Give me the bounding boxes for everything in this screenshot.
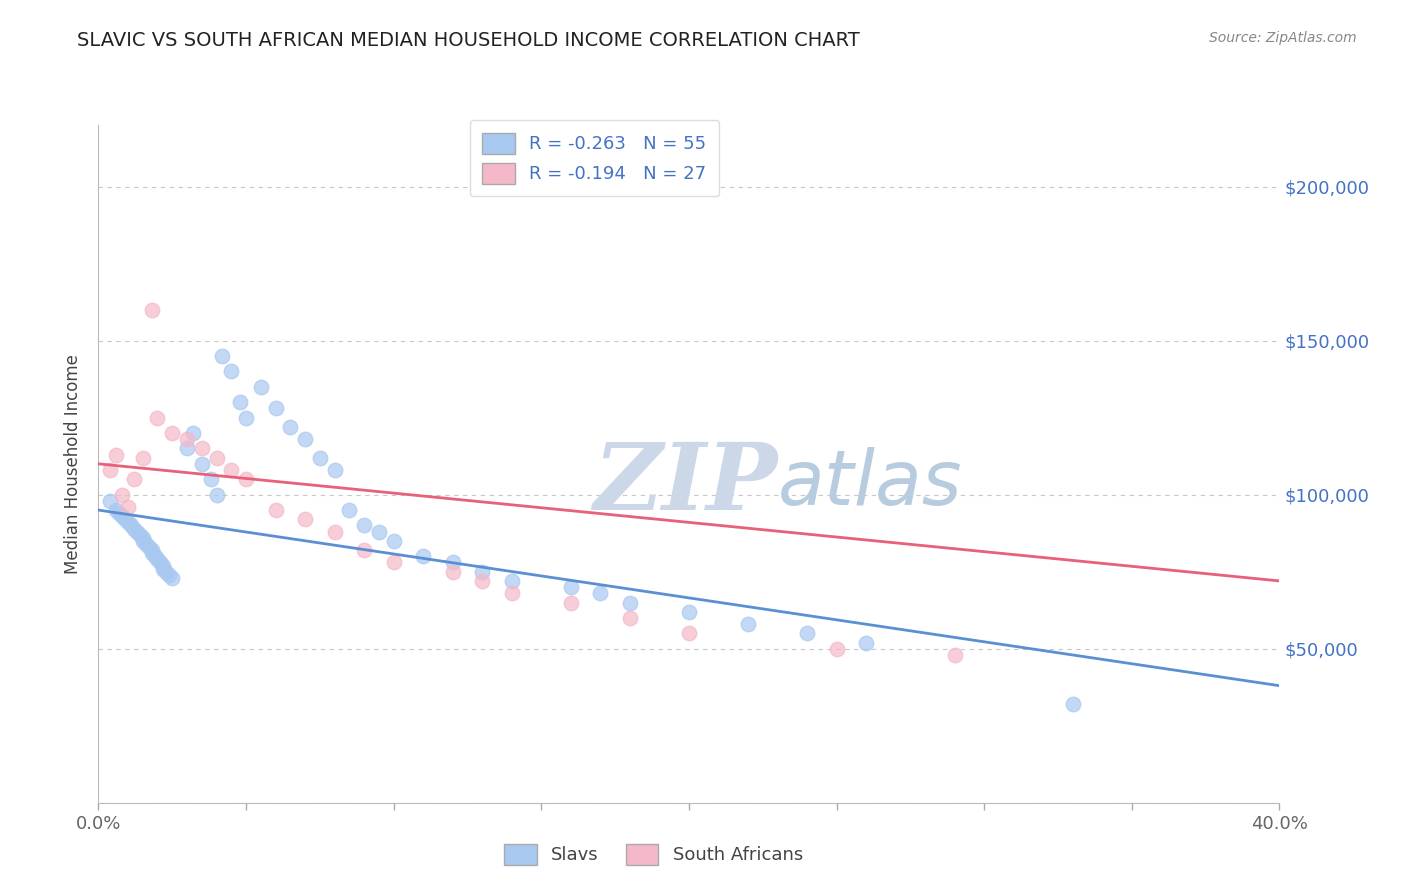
Point: [191, 457, 214, 471]
Text: SLAVIC VS SOUTH AFRICAN MEDIAN HOUSEHOLD INCOME CORRELATION CHART: SLAVIC VS SOUTH AFRICAN MEDIAN HOUSEHOLD…: [77, 31, 860, 50]
Point: [323, 524, 346, 539]
Point: [412, 549, 434, 564]
Point: [825, 641, 848, 656]
Text: ZIP: ZIP: [593, 439, 778, 529]
Point: [678, 605, 700, 619]
Point: [117, 500, 139, 514]
Point: [441, 556, 464, 570]
Point: [111, 488, 134, 502]
Point: [294, 512, 316, 526]
Point: [162, 425, 183, 440]
Point: [560, 580, 582, 594]
Point: [141, 543, 163, 558]
Point: [368, 524, 391, 539]
Point: [200, 472, 222, 486]
Text: atlas: atlas: [778, 447, 962, 521]
Point: [855, 635, 877, 649]
Point: [353, 543, 375, 558]
Point: [162, 571, 183, 585]
Point: [235, 410, 257, 425]
Point: [114, 512, 136, 526]
Point: [294, 432, 316, 446]
Point: [250, 380, 273, 394]
Point: [152, 558, 174, 573]
Point: [141, 302, 163, 317]
Point: [382, 556, 405, 570]
Point: [152, 561, 174, 575]
Point: [135, 537, 157, 551]
Point: [737, 617, 759, 632]
Point: [619, 595, 641, 609]
Point: [146, 552, 169, 566]
Legend: Slavs, South Africans: Slavs, South Africans: [496, 837, 810, 871]
Point: [122, 472, 145, 486]
Point: [943, 648, 966, 662]
Point: [157, 567, 180, 582]
Point: [619, 611, 641, 625]
Point: [501, 574, 523, 588]
Point: [105, 503, 128, 517]
Y-axis label: Median Household Income: Median Household Income: [65, 354, 83, 574]
Point: [560, 595, 582, 609]
Point: [117, 516, 139, 530]
Point: [339, 503, 360, 517]
Point: [205, 450, 228, 465]
Point: [125, 524, 148, 539]
Point: [678, 626, 700, 640]
Point: [219, 463, 242, 477]
Point: [501, 586, 523, 600]
Point: [128, 527, 150, 541]
Point: [149, 556, 172, 570]
Point: [141, 546, 163, 560]
Point: [111, 509, 134, 524]
Text: Source: ZipAtlas.com: Source: ZipAtlas.com: [1209, 31, 1357, 45]
Point: [181, 425, 204, 440]
Point: [264, 503, 287, 517]
Point: [219, 364, 242, 378]
Point: [120, 518, 142, 533]
Point: [211, 349, 233, 363]
Point: [105, 448, 128, 462]
Point: [382, 533, 405, 548]
Point: [108, 506, 131, 520]
Point: [471, 565, 494, 579]
Point: [191, 442, 214, 456]
Point: [235, 472, 257, 486]
Point: [98, 493, 121, 508]
Point: [122, 522, 145, 536]
Point: [132, 531, 155, 545]
Point: [132, 450, 155, 465]
Point: [98, 463, 121, 477]
Point: [229, 395, 252, 409]
Point: [441, 565, 464, 579]
Point: [143, 549, 166, 564]
Point: [176, 432, 198, 446]
Point: [176, 442, 198, 456]
Point: [1062, 697, 1084, 711]
Point: [138, 540, 160, 554]
Point: [323, 463, 346, 477]
Point: [589, 586, 612, 600]
Point: [471, 574, 494, 588]
Point: [278, 420, 302, 434]
Point: [132, 533, 155, 548]
Point: [205, 488, 228, 502]
Point: [796, 626, 818, 640]
Point: [155, 565, 177, 579]
Point: [264, 401, 287, 416]
Point: [353, 518, 375, 533]
Point: [146, 410, 169, 425]
Point: [309, 450, 332, 465]
